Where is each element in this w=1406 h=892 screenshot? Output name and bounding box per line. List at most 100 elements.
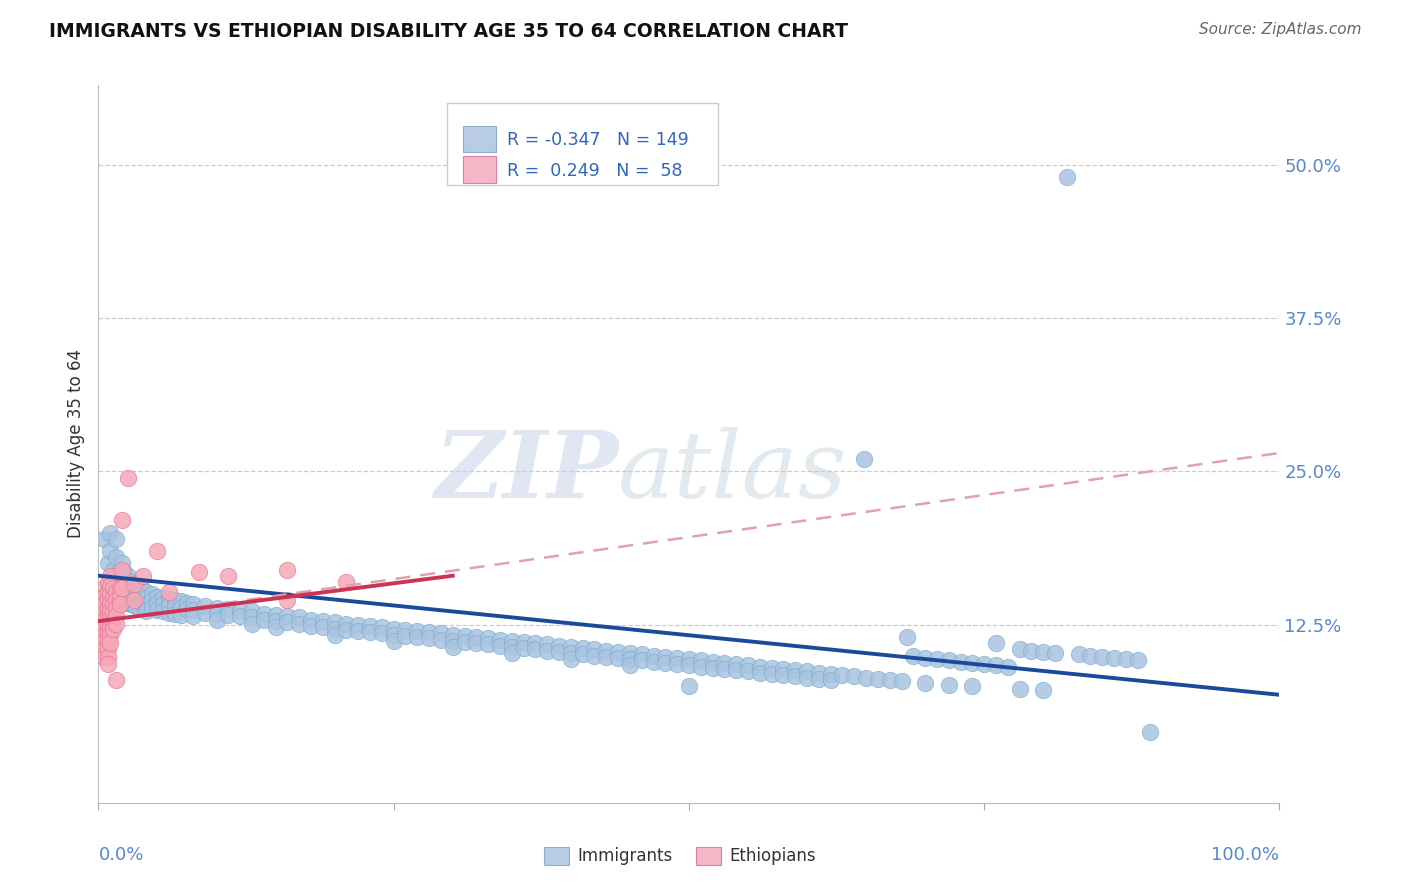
Text: Ethiopians: Ethiopians [730, 847, 817, 865]
Point [108, 563, 131, 577]
Point [654, 649, 676, 664]
Point [785, 669, 807, 683]
Point [560, 646, 582, 660]
Text: R =  0.249   N =  58: R = 0.249 N = 58 [506, 161, 682, 179]
Point [97, 617, 120, 632]
Point [98, 587, 121, 601]
Point [264, 620, 287, 634]
Point [796, 671, 818, 685]
Point [97, 610, 120, 624]
Point [264, 607, 287, 622]
Point [181, 609, 204, 624]
Point [205, 613, 228, 627]
Point [117, 587, 139, 601]
Point [229, 603, 252, 617]
Point [844, 669, 866, 683]
Point [146, 596, 169, 610]
Point [132, 583, 155, 598]
Point [101, 581, 124, 595]
Point [97, 642, 120, 657]
Point [97, 649, 120, 664]
Point [146, 544, 169, 558]
Point [93, 606, 115, 620]
Point [97, 574, 120, 589]
Point [125, 580, 148, 594]
Point [121, 597, 143, 611]
Point [132, 597, 155, 611]
Point [501, 646, 523, 660]
Point [666, 651, 689, 665]
Text: 100.0%: 100.0% [1212, 846, 1279, 863]
Point [382, 622, 405, 636]
Point [737, 665, 759, 679]
Point [666, 657, 689, 672]
Point [101, 622, 124, 636]
Point [335, 574, 357, 589]
Point [288, 610, 311, 624]
Point [1008, 681, 1031, 696]
Point [1032, 682, 1054, 697]
Point [98, 612, 121, 626]
Point [702, 655, 724, 669]
Point [984, 658, 1007, 673]
Point [371, 626, 394, 640]
Point [1115, 652, 1137, 666]
Point [347, 624, 370, 638]
Point [165, 593, 187, 607]
Point [105, 609, 128, 624]
Point [335, 623, 357, 637]
Point [93, 532, 115, 546]
Point [761, 667, 783, 681]
Point [524, 636, 547, 650]
Point [170, 607, 193, 622]
Point [111, 557, 134, 571]
Point [105, 568, 128, 582]
Point [820, 673, 842, 687]
Point [1080, 648, 1102, 663]
Point [382, 627, 405, 641]
Point [253, 607, 276, 621]
Point [1032, 645, 1054, 659]
Point [165, 607, 187, 621]
Point [101, 598, 124, 612]
Point [97, 626, 120, 640]
Point [125, 599, 148, 614]
Point [264, 614, 287, 628]
Point [949, 655, 972, 669]
Point [97, 633, 120, 648]
Point [560, 640, 582, 654]
Point [217, 607, 239, 622]
Point [97, 584, 120, 599]
Point [125, 593, 148, 607]
Point [97, 657, 120, 672]
Point [548, 645, 571, 659]
Point [108, 574, 131, 589]
Point [105, 616, 128, 631]
Point [477, 637, 499, 651]
Point [112, 596, 135, 610]
Point [1091, 649, 1114, 664]
Point [643, 655, 665, 669]
Point [560, 652, 582, 666]
Point [512, 641, 534, 656]
Point [571, 647, 593, 661]
Point [187, 565, 209, 579]
Point [962, 656, 984, 670]
Point [93, 642, 115, 657]
Point [536, 643, 558, 657]
Point [121, 574, 143, 589]
Point [135, 584, 157, 599]
Point [702, 661, 724, 675]
Point [128, 596, 150, 610]
Point [1102, 651, 1125, 665]
Point [1139, 724, 1161, 739]
Point [111, 568, 134, 582]
Point [98, 525, 121, 540]
Point [122, 577, 145, 591]
Point [176, 596, 198, 610]
Point [157, 584, 180, 599]
Point [807, 672, 830, 686]
Point [93, 590, 115, 604]
Point [914, 675, 936, 690]
Point [984, 636, 1007, 650]
